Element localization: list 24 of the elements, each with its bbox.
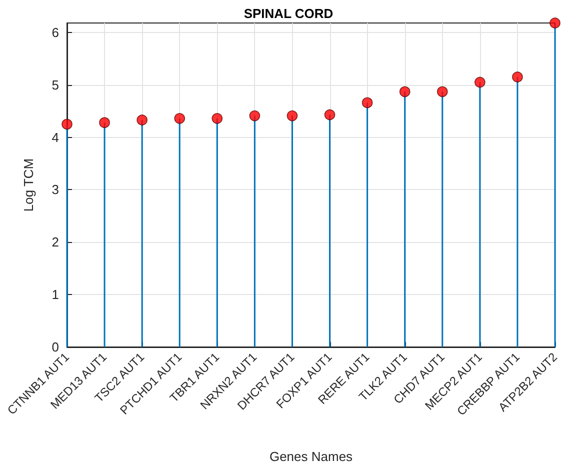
point [286,110,298,122]
y-tick-label: 0 [52,340,59,354]
x-axis-title: Genes Names [269,449,354,464]
point [362,97,373,108]
y-tick-label: 5 [52,77,59,92]
point [249,110,260,122]
point [512,72,523,82]
point [550,18,560,28]
y-tick-label: 4 [52,130,59,145]
point [324,109,336,120]
point [62,118,72,130]
point [399,86,410,98]
y-tick-label: 6 [52,24,59,40]
point [174,113,186,124]
y-tick-label: 1 [52,287,59,302]
point [99,117,110,128]
y-tick-label: 2 [52,234,59,250]
point [212,113,223,124]
point [136,114,148,126]
chart-title: SPINAL CORD [244,6,334,21]
point [474,76,486,88]
y-axis-title: Log TCM [21,158,36,212]
point [436,86,448,98]
y-tick-label: 3 [52,182,59,198]
